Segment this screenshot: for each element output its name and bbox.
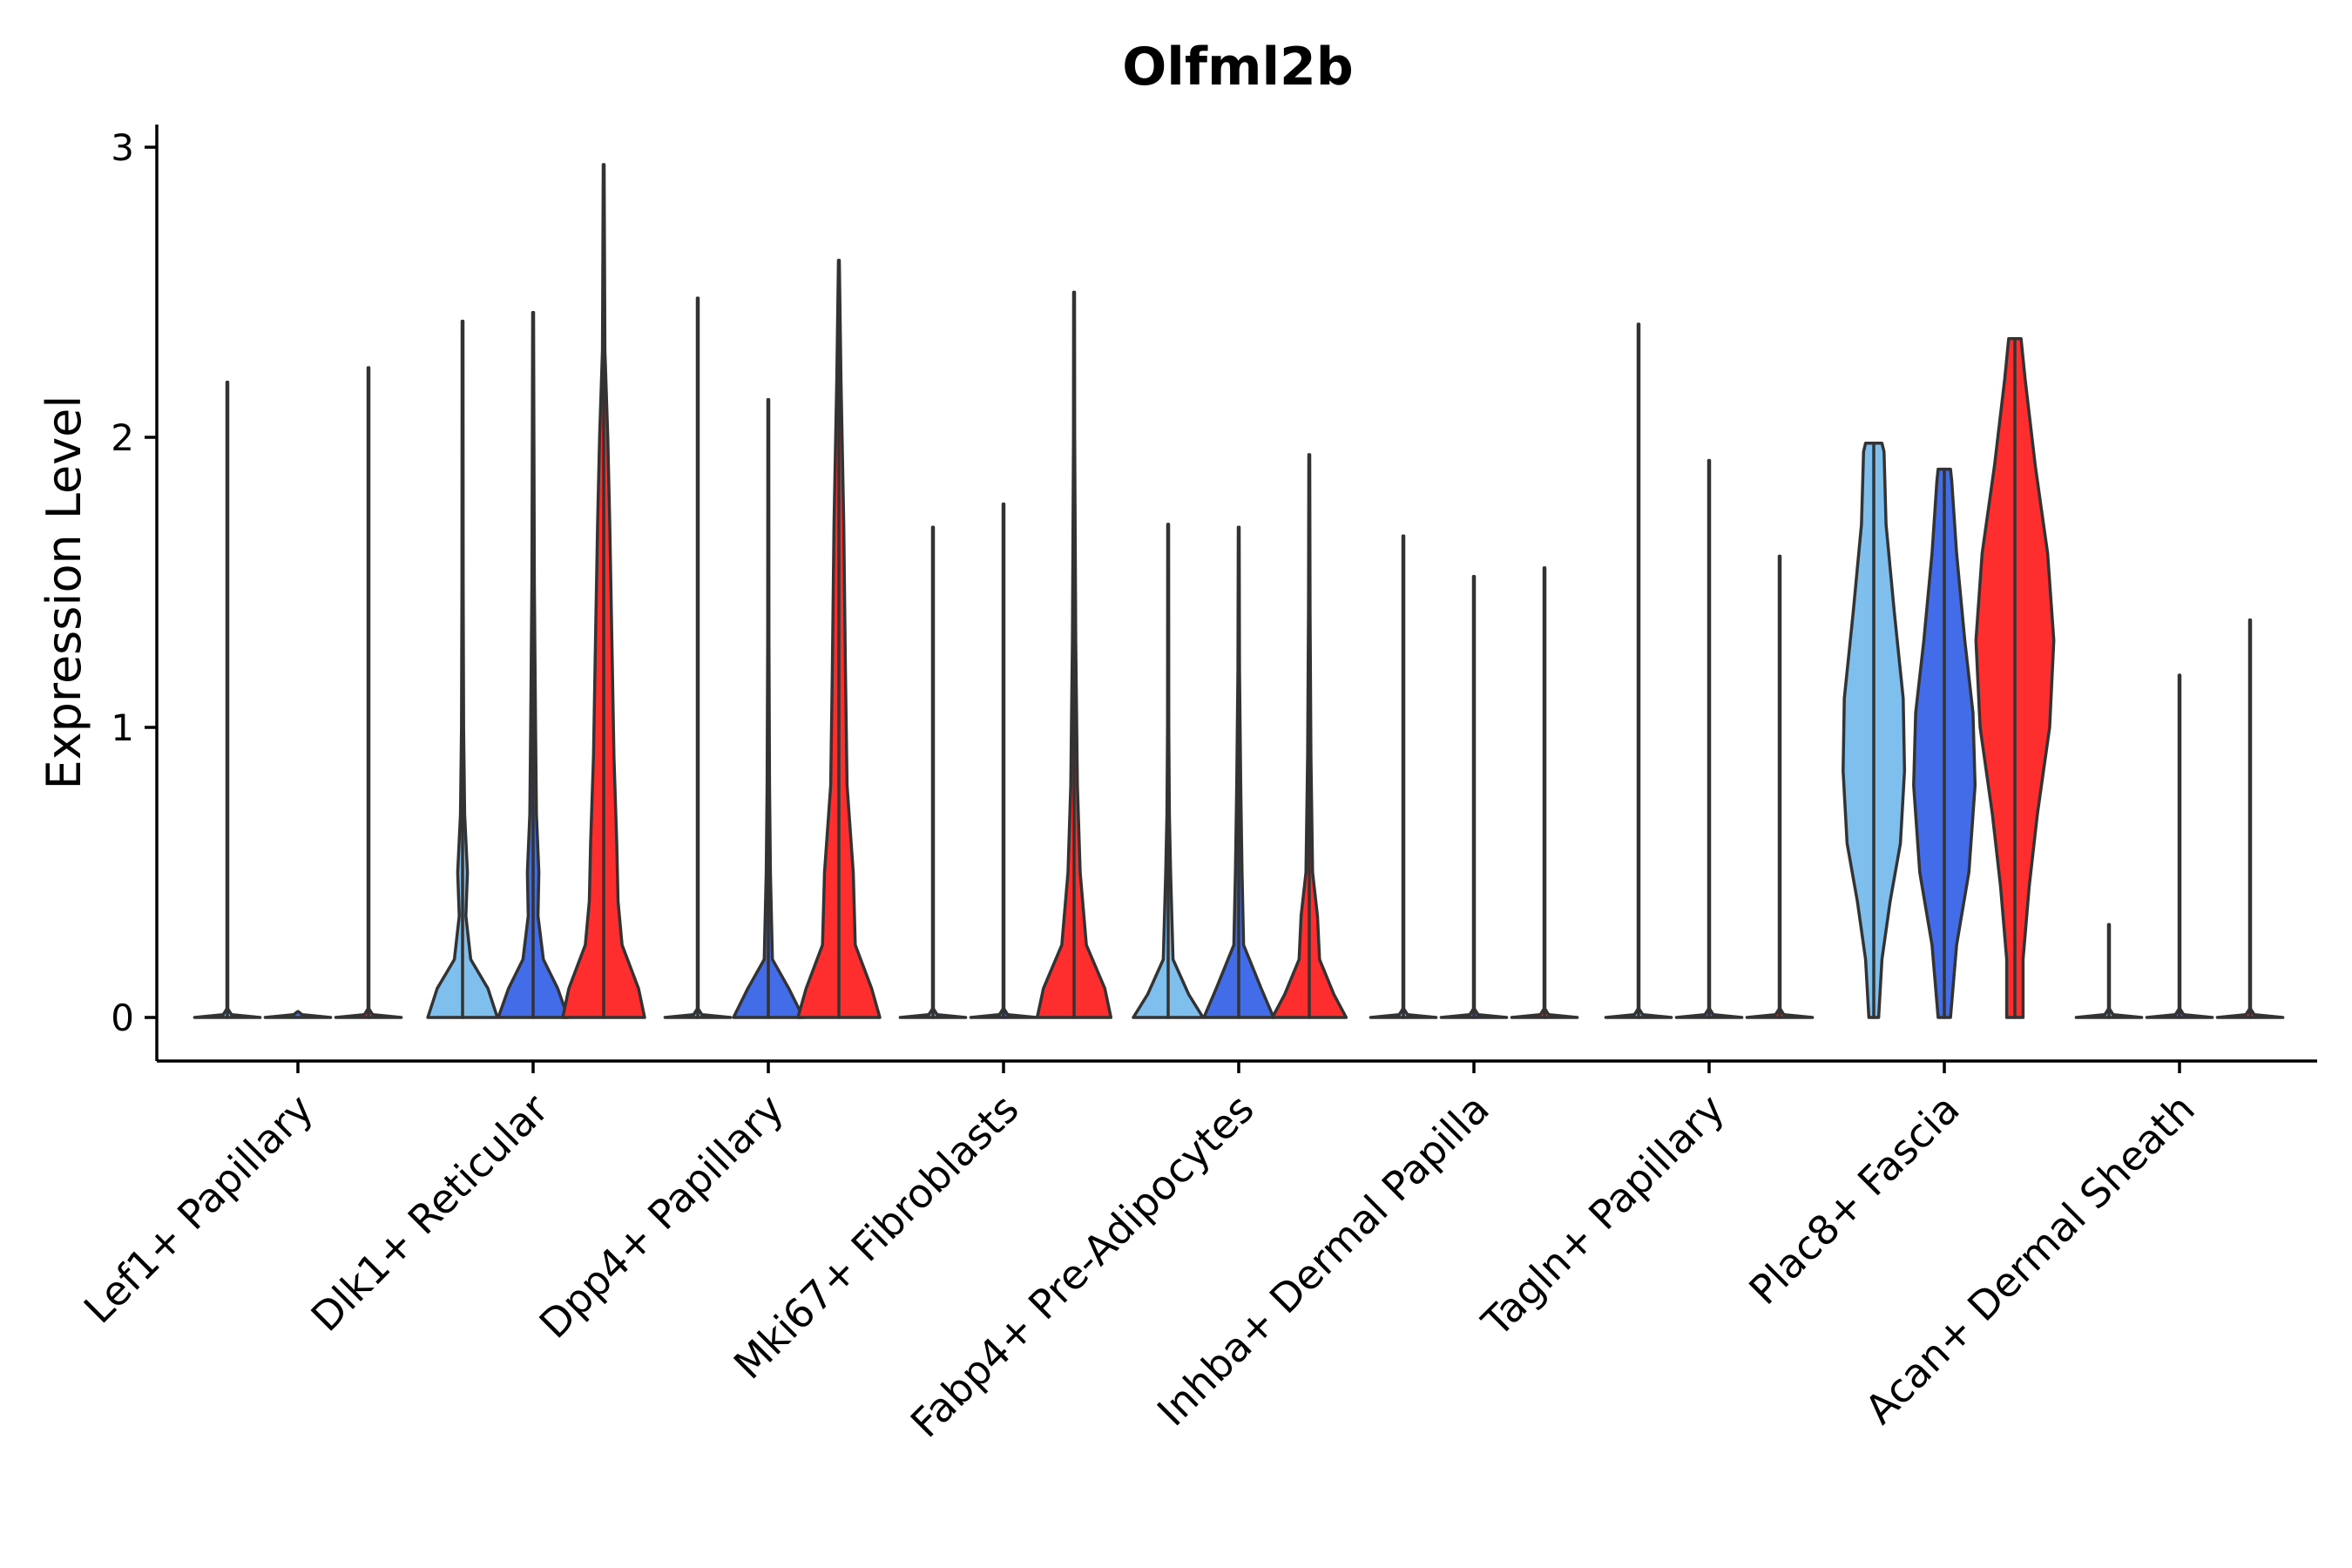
- violin-1-5: [1132, 523, 1205, 1019]
- violin-1-7: [1604, 322, 1673, 1019]
- x-tick-label: Plac8+ Fascia: [1740, 1085, 1968, 1314]
- violin-3-2: [561, 163, 646, 1019]
- violin-2-8: [1912, 467, 1977, 1019]
- violin-2-4: [969, 502, 1038, 1019]
- violin-2-6: [1439, 575, 1509, 1019]
- axes: [155, 125, 2317, 1063]
- violin-3-1: [334, 366, 403, 1019]
- violin-layer: [193, 163, 2285, 1019]
- violin-2-9: [2145, 673, 2214, 1019]
- violin-3-9: [2215, 618, 2285, 1019]
- x-tick-label: Dlk1+ Reticular: [302, 1085, 558, 1341]
- x-tick-label: Tagln+ Papillary: [1472, 1085, 1734, 1347]
- y-ticks: 0 1 2 3: [111, 126, 157, 1039]
- x-tick-label: Dpp4+ Papillary: [531, 1085, 793, 1348]
- x-tick-label: Lef1+ Papillary: [75, 1085, 322, 1333]
- violin-3-8: [1974, 337, 2056, 1019]
- chart-title: Olfml2b: [1122, 37, 1353, 98]
- violin-3-6: [1510, 566, 1579, 1019]
- violin-1-3: [663, 296, 733, 1019]
- violin-2-2: [497, 311, 570, 1019]
- violin-body: [263, 1010, 333, 1019]
- violin-2-1: [263, 1010, 333, 1019]
- violin-2-5: [1202, 525, 1275, 1019]
- y-tick-label: 3: [111, 126, 134, 169]
- violin-1-2: [426, 320, 499, 1019]
- violin-3-7: [1745, 554, 1815, 1019]
- violin-1-4: [898, 525, 968, 1019]
- violin-3-4: [1035, 290, 1113, 1019]
- violin-1-9: [2074, 923, 2144, 1019]
- y-tick-label: 1: [111, 706, 134, 749]
- y-axis-label: Expression Level: [37, 395, 91, 790]
- violin-3-5: [1270, 453, 1348, 1019]
- violin-2-7: [1674, 458, 1744, 1019]
- violin-3-3: [796, 259, 882, 1019]
- y-tick-label: 0: [111, 997, 134, 1039]
- violin-1-1: [193, 380, 262, 1019]
- violin-1-6: [1369, 534, 1438, 1019]
- y-tick-label: 2: [111, 416, 134, 459]
- violin-2-3: [732, 397, 805, 1019]
- violin-1-8: [1842, 441, 1907, 1019]
